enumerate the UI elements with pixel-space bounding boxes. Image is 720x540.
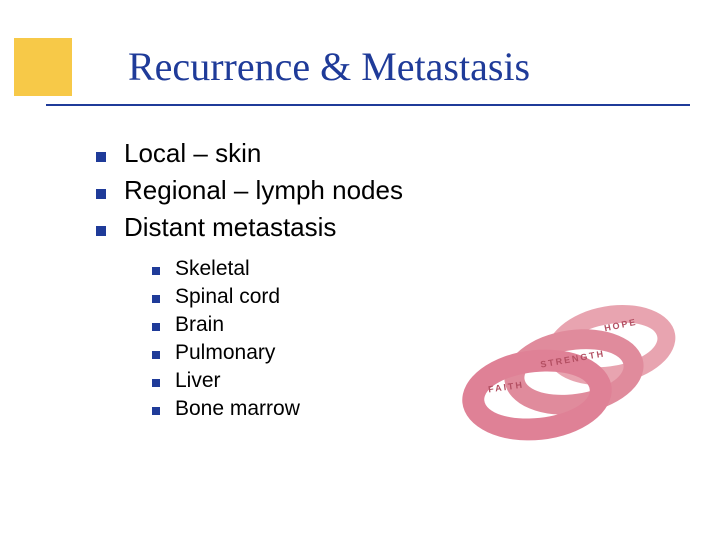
list-item: Distant metastasis <box>96 212 680 243</box>
square-bullet-icon <box>152 295 160 303</box>
list-item-label: Bone marrow <box>175 397 300 421</box>
list-item: Regional – lymph nodes <box>96 175 680 206</box>
slide: Recurrence & Metastasis Local – skin Reg… <box>0 0 720 540</box>
square-bullet-icon <box>152 267 160 275</box>
square-bullet-icon <box>152 379 160 387</box>
list-item-label: Regional – lymph nodes <box>124 175 403 206</box>
list-item: Skeletal <box>152 257 680 281</box>
wristbands-image: HOPE STRENGTH FAITH <box>458 300 678 440</box>
list-item-label: Brain <box>175 313 224 337</box>
square-bullet-icon <box>152 323 160 331</box>
square-bullet-icon <box>96 189 106 199</box>
square-bullet-icon <box>96 226 106 236</box>
slide-title: Recurrence & Metastasis <box>128 43 530 90</box>
list-item-label: Local – skin <box>124 138 261 169</box>
title-bar: Recurrence & Metastasis <box>46 28 690 106</box>
square-bullet-icon <box>152 351 160 359</box>
list-item-label: Pulmonary <box>175 341 275 365</box>
bullet-list-level1: Local – skin Regional – lymph nodes Dist… <box>96 138 680 243</box>
list-item-label: Spinal cord <box>175 285 280 309</box>
list-item-label: Liver <box>175 369 221 393</box>
square-bullet-icon <box>152 407 160 415</box>
list-item-label: Distant metastasis <box>124 212 336 243</box>
list-item: Local – skin <box>96 138 680 169</box>
list-item-label: Skeletal <box>175 257 250 281</box>
square-bullet-icon <box>96 152 106 162</box>
